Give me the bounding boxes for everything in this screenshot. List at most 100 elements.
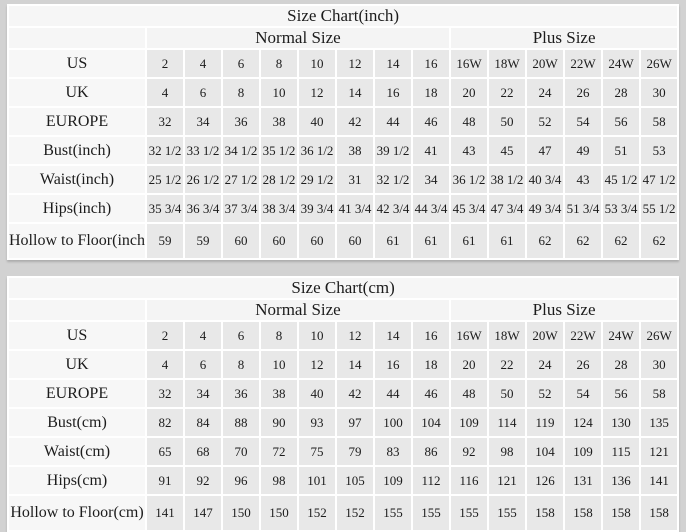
size-value-cell: 37 3/4 [223, 195, 259, 222]
size-value-cell: 68 [185, 438, 221, 465]
size-value-cell: 18 [413, 79, 449, 106]
size-value-cell: 62 [641, 224, 678, 258]
table-row: Waist(cm) 65 68 70 72 75 79 83 86 92 98 104 109 115 12… [9, 438, 678, 465]
size-value-cell: 130 [603, 409, 639, 436]
size-value-cell: 44 3/4 [413, 195, 449, 222]
size-value-cell: 93 [299, 409, 335, 436]
size-value-cell: 25 1/2 [147, 166, 183, 193]
size-value-cell: 155 [375, 496, 411, 530]
table-row: UK 4 6 8 10 12 14 16 18 20 22 24 26 28 30 [9, 351, 678, 378]
size-value-cell: 135 [641, 409, 678, 436]
size-value-cell: 52 [527, 380, 563, 407]
size-value-cell: 44 [375, 108, 411, 135]
size-value-cell: 2 [147, 322, 183, 349]
size-value-cell: 50 [489, 108, 525, 135]
size-value-cell: 79 [337, 438, 373, 465]
size-value-cell: 22 [489, 351, 525, 378]
size-value-cell: 16W [451, 50, 487, 77]
size-value-cell: 75 [299, 438, 335, 465]
size-value-cell: 16 [375, 79, 411, 106]
size-value-cell: 96 [223, 467, 259, 494]
size-value-cell: 14 [337, 79, 373, 106]
size-value-cell: 100 [375, 409, 411, 436]
size-chart-table-inch: Size Chart(inch) Normal Size Plus Size US 2 4… [7, 4, 680, 260]
size-value-cell: 155 [489, 496, 525, 530]
size-value-cell: 22W [565, 322, 601, 349]
row-label: US [9, 50, 145, 77]
size-value-cell: 40 [299, 380, 335, 407]
size-value-cell: 4 [185, 322, 221, 349]
size-value-cell: 92 [451, 438, 487, 465]
table-row: UK 4 6 8 10 12 14 16 18 20 22 24 26 28 30 [9, 79, 678, 106]
size-value-cell: 41 [413, 137, 449, 164]
size-value-cell: 158 [565, 496, 601, 530]
size-value-cell: 141 [641, 467, 678, 494]
size-value-cell: 86 [413, 438, 449, 465]
size-value-cell: 97 [337, 409, 373, 436]
size-value-cell: 39 1/2 [375, 137, 411, 164]
size-value-cell: 62 [527, 224, 563, 258]
size-value-cell: 116 [451, 467, 487, 494]
size-value-cell: 49 3/4 [527, 195, 563, 222]
size-value-cell: 33 1/2 [185, 137, 221, 164]
size-value-cell: 115 [603, 438, 639, 465]
row-label: UK [9, 351, 145, 378]
size-value-cell: 48 [451, 108, 487, 135]
size-value-cell: 51 3/4 [565, 195, 601, 222]
size-value-cell: 38 3/4 [261, 195, 297, 222]
table-row: Hollow to Floor(inch) 59 59 60 60 60 60 61 61 61 6… [9, 224, 678, 258]
size-value-cell: 101 [299, 467, 335, 494]
size-value-cell: 30 [641, 351, 678, 378]
size-value-cell: 6 [185, 79, 221, 106]
size-value-cell: 45 1/2 [603, 166, 639, 193]
size-value-cell: 92 [185, 467, 221, 494]
row-label: Waist(inch) [9, 166, 145, 193]
row-label: EUROPE [9, 108, 145, 135]
size-value-cell: 44 [375, 380, 411, 407]
size-value-cell: 14 [375, 50, 411, 77]
size-value-cell: 26W [641, 50, 678, 77]
size-value-cell: 62 [565, 224, 601, 258]
size-value-cell: 38 [337, 137, 373, 164]
size-value-cell: 121 [489, 467, 525, 494]
size-value-cell: 60 [337, 224, 373, 258]
size-value-cell: 104 [527, 438, 563, 465]
size-value-cell: 58 [641, 108, 678, 135]
size-value-cell: 47 1/2 [641, 166, 678, 193]
size-value-cell: 52 [527, 108, 563, 135]
table-row: Waist(inch) 25 1/2 26 1/2 27 1/2 28 1/2 29 1/… [9, 166, 678, 193]
size-value-cell: 42 [337, 108, 373, 135]
size-value-cell: 39 3/4 [299, 195, 335, 222]
title-row: Size Chart(cm) [9, 278, 678, 298]
size-value-cell: 54 [565, 108, 601, 135]
size-value-cell: 84 [185, 409, 221, 436]
size-chart-tables: Size Chart(inch) Normal Size Plus Size US 2 4… [7, 4, 680, 532]
size-value-cell: 10 [261, 79, 297, 106]
size-value-cell: 43 [451, 137, 487, 164]
table-title: Size Chart(inch) [9, 6, 678, 26]
size-value-cell: 51 [603, 137, 639, 164]
row-label: US [9, 322, 145, 349]
size-value-cell: 6 [223, 322, 259, 349]
size-value-cell: 56 [603, 380, 639, 407]
size-value-cell: 8 [223, 351, 259, 378]
size-value-cell: 38 [261, 108, 297, 135]
size-value-cell: 8 [223, 79, 259, 106]
size-value-cell: 91 [147, 467, 183, 494]
row-label: Hollow to Floor(cm) [9, 496, 145, 530]
size-value-cell: 28 [603, 79, 639, 106]
size-value-cell: 26 [565, 79, 601, 106]
size-value-cell: 121 [641, 438, 678, 465]
size-value-cell: 12 [337, 322, 373, 349]
normal-size-header: Normal Size [147, 28, 449, 48]
size-value-cell: 29 1/2 [299, 166, 335, 193]
size-value-cell: 12 [299, 79, 335, 106]
size-value-cell: 98 [489, 438, 525, 465]
size-value-cell: 45 [489, 137, 525, 164]
size-value-cell: 155 [413, 496, 449, 530]
size-value-cell: 59 [185, 224, 221, 258]
row-label: Hips(inch) [9, 195, 145, 222]
size-value-cell: 4 [147, 79, 183, 106]
plus-size-header: Plus Size [451, 28, 678, 48]
size-value-cell: 35 1/2 [261, 137, 297, 164]
